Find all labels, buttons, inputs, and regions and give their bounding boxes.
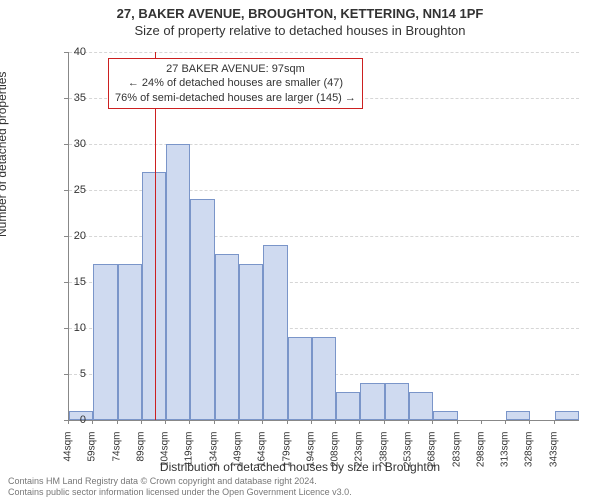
chart-container: 27, BAKER AVENUE, BROUGHTON, KETTERING, … xyxy=(0,0,600,500)
histogram-bar xyxy=(409,392,433,420)
y-tick-mark xyxy=(64,236,68,237)
y-tick-label: 15 xyxy=(56,276,86,288)
histogram-bar xyxy=(166,144,190,420)
x-tick-mark xyxy=(554,420,555,424)
x-tick-label: 268sqm xyxy=(427,432,438,472)
y-tick-mark xyxy=(64,282,68,283)
y-tick-label: 20 xyxy=(56,230,86,242)
x-tick-mark xyxy=(117,420,118,424)
chart-title-line1: 27, BAKER AVENUE, BROUGHTON, KETTERING, … xyxy=(0,0,600,21)
histogram-bar xyxy=(336,392,360,420)
x-tick-label: 119sqm xyxy=(184,432,195,472)
x-tick-mark xyxy=(481,420,482,424)
x-tick-mark xyxy=(214,420,215,424)
y-tick-mark xyxy=(64,98,68,99)
x-tick-mark xyxy=(68,420,69,424)
x-tick-label: 328sqm xyxy=(524,432,535,472)
y-tick-label: 30 xyxy=(56,138,86,150)
x-tick-mark xyxy=(262,420,263,424)
y-tick-mark xyxy=(64,144,68,145)
y-tick-mark xyxy=(64,52,68,53)
annotation-box: 27 BAKER AVENUE: 97sqm← 24% of detached … xyxy=(108,58,363,109)
x-tick-mark xyxy=(92,420,93,424)
x-tick-mark xyxy=(287,420,288,424)
histogram-bar xyxy=(555,411,579,420)
x-tick-label: 134sqm xyxy=(208,432,219,472)
x-tick-label: 253sqm xyxy=(403,432,414,472)
x-tick-mark xyxy=(432,420,433,424)
x-tick-mark xyxy=(408,420,409,424)
x-tick-label: 89sqm xyxy=(135,432,146,472)
x-tick-mark xyxy=(141,420,142,424)
footer-attribution: Contains HM Land Registry data © Crown c… xyxy=(8,476,352,498)
x-tick-label: 194sqm xyxy=(305,432,316,472)
x-tick-label: 208sqm xyxy=(330,432,341,472)
x-tick-mark xyxy=(529,420,530,424)
x-tick-mark xyxy=(457,420,458,424)
histogram-bar xyxy=(190,199,214,420)
x-tick-label: 44sqm xyxy=(63,432,74,472)
x-tick-mark xyxy=(335,420,336,424)
annotation-line3: 76% of semi-detached houses are larger (… xyxy=(115,91,356,105)
chart-title-line2: Size of property relative to detached ho… xyxy=(0,21,600,38)
x-tick-label: 104sqm xyxy=(160,432,171,472)
x-tick-mark xyxy=(311,420,312,424)
histogram-bar xyxy=(93,264,117,420)
footer-line2: Contains public sector information licen… xyxy=(8,487,352,498)
gridline xyxy=(69,144,579,145)
x-tick-mark xyxy=(189,420,190,424)
x-tick-label: 149sqm xyxy=(233,432,244,472)
y-tick-mark xyxy=(64,328,68,329)
y-axis-label: Number of detached properties xyxy=(0,72,9,237)
histogram-bar xyxy=(239,264,263,420)
y-tick-label: 5 xyxy=(56,368,86,380)
y-tick-mark xyxy=(64,190,68,191)
x-tick-mark xyxy=(359,420,360,424)
histogram-bar xyxy=(433,411,457,420)
x-tick-label: 164sqm xyxy=(257,432,268,472)
x-tick-label: 223sqm xyxy=(354,432,365,472)
histogram-bar xyxy=(263,245,287,420)
histogram-bar xyxy=(506,411,530,420)
x-tick-label: 179sqm xyxy=(281,432,292,472)
x-tick-label: 343sqm xyxy=(548,432,559,472)
footer-line1: Contains HM Land Registry data © Crown c… xyxy=(8,476,352,487)
annotation-line2: ← 24% of detached houses are smaller (47… xyxy=(115,76,356,90)
gridline xyxy=(69,52,579,53)
histogram-bar xyxy=(360,383,384,420)
x-tick-mark xyxy=(165,420,166,424)
x-tick-label: 283sqm xyxy=(451,432,462,472)
x-tick-mark xyxy=(238,420,239,424)
histogram-bar xyxy=(215,254,239,420)
x-tick-label: 298sqm xyxy=(475,432,486,472)
x-tick-label: 313sqm xyxy=(500,432,511,472)
histogram-bar xyxy=(118,264,142,420)
y-tick-mark xyxy=(64,374,68,375)
y-tick-label: 25 xyxy=(56,184,86,196)
y-tick-label: 35 xyxy=(56,92,86,104)
x-tick-label: 74sqm xyxy=(111,432,122,472)
y-tick-label: 10 xyxy=(56,322,86,334)
histogram-bar xyxy=(312,337,336,420)
x-tick-mark xyxy=(384,420,385,424)
histogram-bar xyxy=(385,383,409,420)
x-tick-label: 59sqm xyxy=(87,432,98,472)
histogram-bar xyxy=(288,337,312,420)
x-tick-label: 238sqm xyxy=(378,432,389,472)
x-tick-mark xyxy=(505,420,506,424)
y-tick-label: 0 xyxy=(56,414,86,426)
y-tick-label: 40 xyxy=(56,46,86,58)
annotation-line1: 27 BAKER AVENUE: 97sqm xyxy=(115,62,356,76)
